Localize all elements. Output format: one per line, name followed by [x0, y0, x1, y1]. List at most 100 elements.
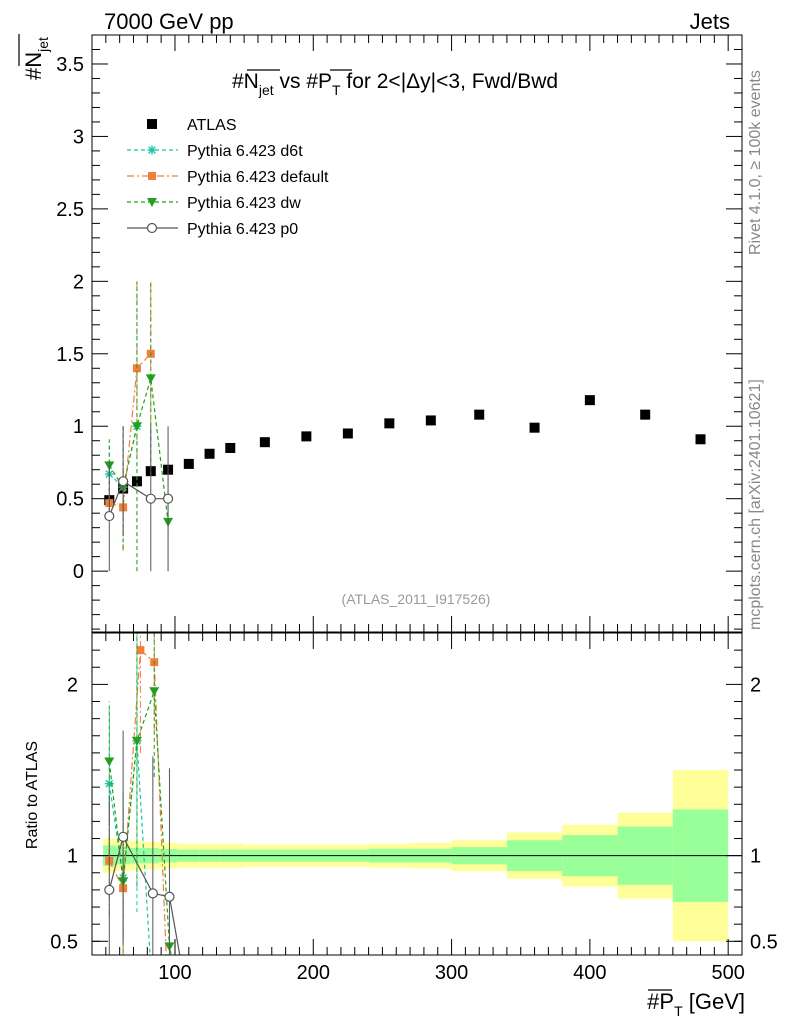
atlas-point: [425, 415, 436, 426]
atlas-point: [384, 418, 395, 429]
main-y-tick-label: 2.5: [56, 199, 84, 221]
x-tick-label: 400: [573, 962, 606, 984]
title-part-c: for 2<|Δy|<3, Fwd/Bwd: [341, 70, 559, 93]
ratio-y-tick-label-right: 0.5: [750, 931, 778, 953]
atlas-point: [474, 409, 485, 420]
p0-line: [108, 480, 169, 517]
title-sub-jet: jet: [258, 82, 274, 98]
ratio-y-tick-label-right: 1: [750, 846, 761, 868]
p0-point: [162, 493, 174, 504]
atlas-point: [640, 409, 651, 420]
main-plot-panel: 0 0.5 1 1.5 2 2.5 3 3.5 #Njet vs #PT for 2<|Δy|…: [18, 34, 743, 633]
legend-label-dw: Pythia 6.423 dw: [187, 195, 301, 212]
main-y-label-main: #Njet: [21, 37, 51, 80]
p0-point: [118, 476, 129, 487]
dw-ratio-line: [108, 691, 172, 955]
atlas-point: [147, 119, 157, 129]
ratio-y-tick-labels: 0.5 0.5 1 1 2 2: [50, 674, 778, 953]
main-y-tick-label: 1: [73, 416, 84, 438]
dw-line: [108, 378, 169, 522]
legend-label-p0: Pythia 6.423 p0: [187, 221, 298, 238]
ratio-axis-ticks: [92, 633, 742, 955]
p0-point: [104, 884, 115, 896]
legend-label-d6t: Pythia 6.423 d6t: [187, 143, 303, 160]
default-point: [148, 172, 156, 180]
x-axis-label-text: #PT [GeV]: [647, 989, 745, 1019]
title-part-a: #N: [232, 70, 259, 93]
ratio-plot-panel: 0.5 0.5 1 1 2 2 100 200 300 400 500 Ratio to ATLA…: [24, 632, 778, 1019]
dw-point: [147, 198, 157, 207]
main-y-tick-label: 0.5: [56, 489, 84, 511]
series-atlas: [104, 395, 706, 506]
main-title: #Njet vs #PT for 2<|Δy|<3, Fwd/Bwd: [232, 70, 558, 98]
main-axis-ticks: [92, 35, 742, 632]
series-default: [105, 281, 155, 551]
atlas-point: [584, 395, 595, 406]
main-y-tick-label: 2: [73, 271, 84, 293]
series-p0: [104, 426, 174, 572]
atlas-point: [225, 442, 236, 453]
main-y-tick-labels: 0 0.5 1 1.5 2 2.5 3 3.5: [56, 54, 84, 583]
x-tick-label: 300: [435, 962, 468, 984]
p0-point: [164, 891, 175, 902]
dw-point: [131, 422, 142, 432]
dw-point: [131, 736, 142, 746]
dw-point: [104, 757, 115, 767]
legend-label-atlas: ATLAS: [187, 117, 237, 134]
ratio-series-p0: [104, 730, 181, 955]
ratio-y-tick-label: 2: [67, 674, 78, 696]
legend-item-default: Pythia 6.423 default: [127, 169, 329, 186]
header-right: Jets: [690, 9, 730, 34]
mcplots-label: mcplots.cern.ch [arXiv:2401.10621]: [747, 379, 764, 630]
ratio-y-tick-label: 1: [67, 846, 78, 868]
atlas-point: [183, 458, 194, 469]
legend-item-dw: Pythia 6.423 dw: [127, 195, 301, 212]
atlas-point: [695, 434, 706, 445]
legend-label-default: Pythia 6.423 default: [187, 169, 329, 186]
rivet-version-label: Rivet 4.1.0, ≥ 100k events: [747, 70, 764, 255]
p0-point: [118, 831, 129, 842]
atlas-point: [204, 448, 215, 459]
dw-point: [149, 687, 160, 697]
legend-item-p0: Pythia 6.423 p0: [127, 221, 298, 238]
legend-item-d6t: Pythia 6.423 d6t: [127, 143, 303, 160]
default-point: [132, 364, 141, 373]
title-sub-t: T: [332, 82, 341, 98]
main-y-tick-label: 3: [73, 126, 84, 148]
main-data-marks: [104, 281, 706, 572]
header-left: 7000 GeV pp: [104, 9, 234, 34]
p0-point: [146, 222, 158, 234]
main-y-tick-label: 0: [73, 561, 84, 583]
default-line: [109, 353, 152, 509]
main-y-label: #Njet: [18, 34, 51, 80]
default-point: [136, 646, 145, 655]
main-y-tick-label: 1.5: [56, 344, 84, 366]
atlas-point: [259, 437, 270, 448]
series-dw: [104, 281, 174, 572]
ratio-plot-frame: [91, 632, 743, 956]
x-tick-labels: 100 200 300 400 500: [158, 962, 745, 984]
ratio-series-d6t: [104, 633, 151, 955]
x-axis-label: #PT [GeV]: [647, 989, 745, 1019]
ratio-series-default: [105, 633, 167, 955]
legend-item-atlas: ATLAS: [147, 117, 237, 134]
p0-point: [104, 510, 115, 522]
atlas-point: [301, 431, 312, 442]
p0-point: [145, 493, 156, 504]
ratio-y-label: Ratio to ATLAS: [24, 741, 41, 849]
dw-point: [145, 374, 156, 384]
atlas-point: [342, 428, 353, 439]
analysis-label: (ATLAS_2011_I917526): [342, 591, 491, 607]
p0-point: [147, 888, 158, 899]
legend: ATLAS Pythia 6.423 d6t Pythia 6.423 defaul…: [127, 117, 329, 238]
x-tick-label: 500: [711, 962, 744, 984]
atlas-point: [131, 476, 142, 487]
ratio-y-tick-label: 0.5: [50, 931, 78, 953]
d6t-point: [147, 145, 157, 155]
main-plot-frame: [91, 34, 743, 633]
x-tick-label: 100: [158, 962, 191, 984]
title-part-b: vs #P: [274, 70, 332, 93]
ratio-data-marks: [104, 633, 181, 955]
main-y-tick-label: 3.5: [56, 54, 84, 76]
